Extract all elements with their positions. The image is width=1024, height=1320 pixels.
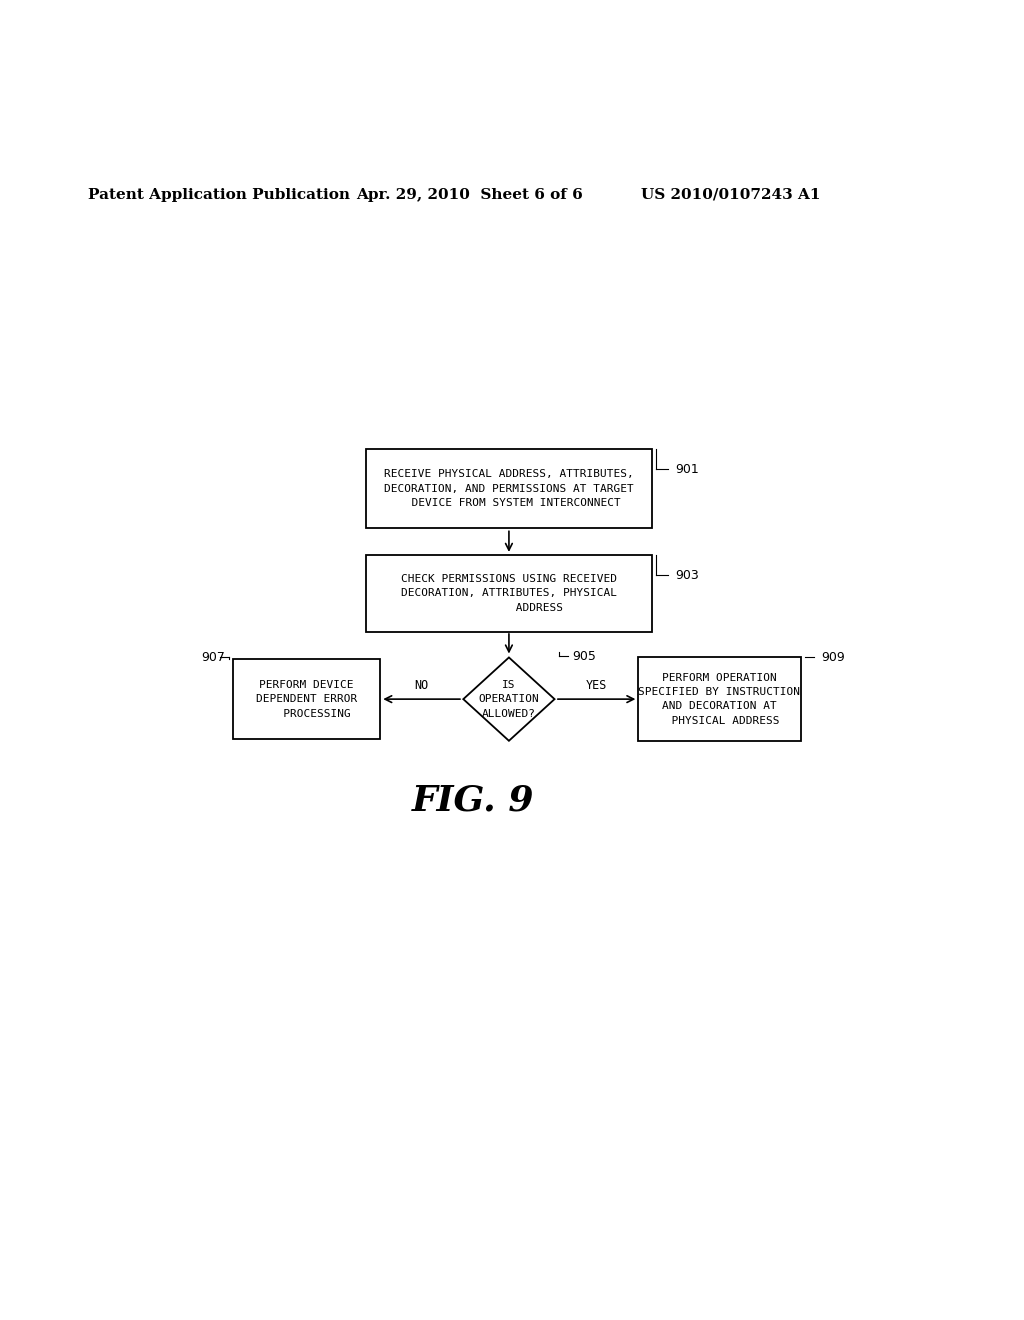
Text: FIG. 9: FIG. 9 <box>412 784 535 818</box>
Bar <box>367 449 651 528</box>
Text: 905: 905 <box>572 649 596 663</box>
Bar <box>233 660 380 739</box>
Text: RECEIVE PHYSICAL ADDRESS, ATTRIBUTES,
DECORATION, AND PERMISSIONS AT TARGET
  DE: RECEIVE PHYSICAL ADDRESS, ATTRIBUTES, DE… <box>384 470 634 508</box>
Text: CHECK PERMISSIONS USING RECEIVED
DECORATION, ATTRIBUTES, PHYSICAL
         ADDRE: CHECK PERMISSIONS USING RECEIVED DECORAT… <box>401 574 616 612</box>
Bar <box>638 657 801 741</box>
Polygon shape <box>463 657 555 741</box>
Text: PERFORM DEVICE
DEPENDENT ERROR
   PROCESSING: PERFORM DEVICE DEPENDENT ERROR PROCESSIN… <box>256 680 357 718</box>
Text: PERFORM OPERATION
SPECIFIED BY INSTRUCTION
AND DECORATION AT
  PHYSICAL ADDRESS: PERFORM OPERATION SPECIFIED BY INSTRUCTI… <box>638 672 800 726</box>
Text: Apr. 29, 2010  Sheet 6 of 6: Apr. 29, 2010 Sheet 6 of 6 <box>356 187 583 202</box>
Text: Patent Application Publication: Patent Application Publication <box>88 187 350 202</box>
Text: 903: 903 <box>676 569 699 582</box>
Text: 909: 909 <box>821 651 845 664</box>
Text: IS
OPERATION
ALLOWED?: IS OPERATION ALLOWED? <box>478 680 540 718</box>
Text: NO: NO <box>415 680 429 693</box>
Text: YES: YES <box>586 680 607 693</box>
Text: 901: 901 <box>676 463 699 477</box>
Text: 907: 907 <box>202 651 225 664</box>
Text: US 2010/0107243 A1: US 2010/0107243 A1 <box>641 187 821 202</box>
Bar <box>367 556 651 631</box>
